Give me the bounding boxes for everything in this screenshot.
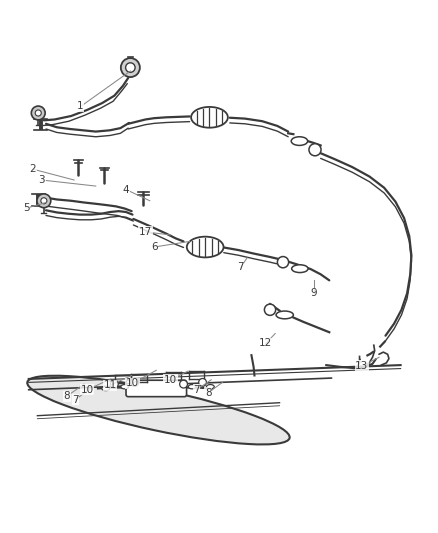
Text: 17: 17 — [139, 227, 152, 237]
Circle shape — [41, 198, 47, 204]
Text: 7: 7 — [72, 395, 79, 405]
Ellipse shape — [276, 311, 293, 319]
Circle shape — [110, 380, 118, 388]
Text: 8: 8 — [64, 391, 70, 401]
Ellipse shape — [191, 107, 228, 128]
Text: 10: 10 — [164, 375, 177, 385]
Text: 12: 12 — [259, 338, 272, 349]
Text: 1: 1 — [77, 101, 84, 111]
Text: 10: 10 — [81, 385, 94, 395]
Circle shape — [265, 304, 276, 316]
Text: 13: 13 — [355, 361, 368, 371]
Circle shape — [131, 378, 138, 386]
Circle shape — [277, 256, 289, 268]
Ellipse shape — [102, 386, 110, 391]
Text: 2: 2 — [30, 164, 36, 174]
Circle shape — [199, 378, 206, 386]
Text: 11: 11 — [103, 381, 117, 390]
Ellipse shape — [291, 137, 307, 146]
Text: 7: 7 — [237, 262, 244, 272]
FancyBboxPatch shape — [126, 380, 187, 397]
Circle shape — [309, 144, 321, 156]
Circle shape — [180, 380, 187, 388]
Text: 4: 4 — [123, 184, 129, 195]
Text: 5: 5 — [23, 203, 30, 213]
Circle shape — [126, 63, 135, 72]
Circle shape — [121, 58, 140, 77]
Ellipse shape — [188, 384, 196, 389]
Circle shape — [35, 110, 41, 116]
Ellipse shape — [27, 376, 290, 445]
Text: 3: 3 — [39, 175, 45, 185]
Ellipse shape — [206, 384, 214, 389]
Circle shape — [37, 194, 51, 208]
Text: 8: 8 — [205, 388, 212, 398]
Text: 10: 10 — [126, 378, 139, 388]
Ellipse shape — [292, 265, 308, 272]
Circle shape — [32, 106, 45, 120]
Text: 9: 9 — [311, 288, 318, 298]
Ellipse shape — [187, 237, 223, 257]
Text: 7: 7 — [193, 385, 200, 395]
Ellipse shape — [121, 384, 129, 389]
Text: 6: 6 — [151, 242, 157, 252]
